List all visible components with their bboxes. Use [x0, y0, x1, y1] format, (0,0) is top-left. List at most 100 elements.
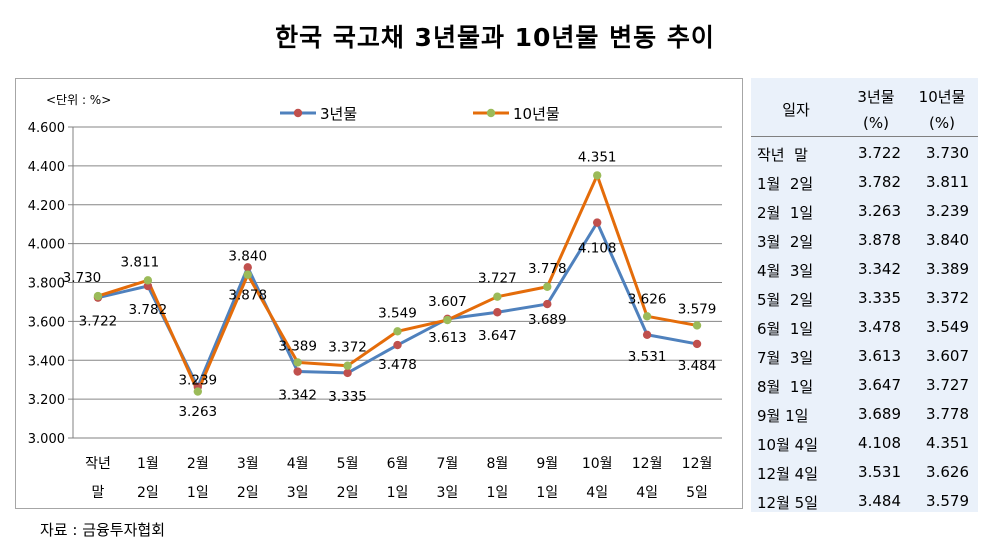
data-label-10y: 3.778: [528, 261, 567, 277]
data-point-3y: [543, 299, 552, 309]
series-markers: [93, 171, 702, 396]
row-3y-value: 3.878: [858, 231, 901, 249]
row-3y-value: 3.722: [858, 144, 901, 162]
x-tick-label: 2일: [237, 485, 259, 501]
y-tick-label: 4.600: [28, 121, 65, 136]
x-tick-label: 작년: [85, 456, 111, 472]
row-date: 10월 4일: [757, 436, 818, 454]
data-point-10y: [293, 358, 302, 367]
table-row: 9월 1일 3.689 3.778: [751, 400, 978, 429]
x-tick-label: 3월: [237, 456, 259, 472]
header-date: 일자: [782, 101, 810, 119]
row-date: 5월 2일: [757, 291, 814, 309]
y-axis-ticks: 3.000 3.200 3.400 3.600 3.800 4.000 4.200 4.400…: [28, 121, 65, 447]
data-point-10y: [343, 361, 352, 370]
row-date: 3월 2일: [757, 233, 814, 251]
legend-swatch-marker: [486, 108, 496, 118]
x-tick-label: 2일: [337, 485, 359, 501]
x-tick-label: 4일: [586, 485, 608, 501]
row-10y-value: 3.389: [926, 260, 969, 278]
row-date: 6월 1일: [757, 320, 814, 338]
row-date: 작년 말: [757, 146, 808, 164]
data-point-3y: [343, 368, 352, 378]
row-10y-value: 3.727: [926, 376, 969, 394]
data-point-3y: [243, 263, 252, 272]
x-tick-label: 12월: [682, 456, 713, 472]
row-3y-value: 3.263: [858, 202, 901, 220]
row-10y-value: 3.372: [926, 289, 969, 307]
row-3y-value: 4.108: [858, 434, 901, 452]
header-divider: [751, 136, 978, 137]
data-label-10y: 3.239: [178, 373, 217, 389]
table-row: 8월 1일 3.647 3.727: [751, 371, 978, 400]
data-label-3y: 3.342: [278, 388, 317, 404]
x-tick-label: 3일: [287, 485, 309, 501]
x-tick-label: 1일: [187, 485, 209, 501]
row-3y-value: 3.613: [858, 347, 901, 365]
row-3y-value: 3.478: [858, 318, 901, 336]
line-chart: <단위 : %> 3.000 3.200 3.400 3.600 3.800 4.000 4…: [28, 93, 722, 501]
row-3y-value: 3.782: [858, 173, 901, 191]
x-tick-label: 1일: [486, 485, 508, 501]
x-tick-label: 5월: [337, 456, 359, 472]
y-tick-label: 4.000: [28, 238, 65, 253]
data-label-10y: 3.372: [328, 340, 367, 356]
x-axis-ticks: 작년말 1월 2일 2월 1일 3월 2일 4월 3일 5월 2일 6월 1일 7월 3일 8월 1일 9월 1일 1…: [85, 456, 712, 501]
legend-swatch-marker: [293, 108, 303, 118]
x-tick-label: 2월: [187, 456, 209, 472]
data-label-3y: 3.613: [428, 330, 467, 346]
x-tick-label: 1일: [387, 485, 409, 501]
table-row: 4월 3일 3.342 3.389: [751, 255, 978, 284]
x-tick-label: 1일: [536, 485, 558, 501]
x-tick-label: 6월: [387, 456, 409, 472]
data-point-10y: [543, 282, 552, 291]
y-tick-label: 3.800: [28, 277, 65, 292]
table-row: 6월 1일 3.478 3.549: [751, 313, 978, 342]
x-tick-label: 9월: [536, 456, 558, 472]
header-3y-unit: (%): [863, 114, 889, 132]
row-3y-value: 3.647: [858, 376, 901, 394]
data-point-10y: [443, 315, 452, 325]
x-tick-label: 3일: [437, 485, 459, 501]
data-point-10y: [243, 270, 252, 279]
header-10y-unit: (%): [929, 114, 955, 132]
y-tick-label: 3.200: [28, 393, 65, 408]
table-row: 작년 말 3.722 3.730: [751, 139, 978, 168]
data-label-3y: 3.263: [178, 404, 217, 420]
data-label-10y: 3.840: [228, 249, 267, 265]
table-row: 12월 4일 3.531 3.626: [751, 458, 978, 487]
page-title: 한국 국고채 3년물과 10년물 변동 추이: [275, 23, 715, 52]
gridlines: [68, 126, 722, 439]
data-label-10y: 3.730: [63, 270, 102, 286]
legend-label: 10년물: [513, 105, 560, 123]
data-label-3y: 3.722: [79, 314, 118, 330]
row-10y-value: 4.351: [926, 434, 969, 452]
row-date: 12월 5일: [757, 494, 818, 512]
data-label-3y: 3.531: [628, 349, 667, 365]
row-date: 2월 1일: [757, 204, 814, 222]
data-label-3y: 3.647: [478, 328, 517, 344]
x-tick-label: 4일: [636, 485, 658, 501]
data-label-10y: 3.389: [278, 338, 317, 354]
source-note: 자료 : 금융투자협회: [40, 521, 165, 539]
row-3y-value: 3.531: [858, 463, 901, 481]
row-10y-value: 3.549: [926, 318, 969, 336]
table-row: 12월 5일 3.484 3.579: [751, 487, 978, 516]
unit-label: <단위 : %>: [46, 93, 111, 107]
header-3y: 3년물: [857, 88, 895, 106]
x-tick-label: 4월: [287, 456, 309, 472]
table-header: 일자 3년물 (%) 10년물 (%): [751, 78, 978, 136]
row-3y-value: 3.689: [858, 405, 901, 423]
x-tick-label: 2일: [137, 485, 159, 501]
data-label-10y: 3.727: [478, 271, 517, 287]
data-point-3y: [393, 340, 402, 350]
data-point-10y: [93, 291, 103, 301]
row-date: 12월 4일: [757, 465, 818, 483]
table-row: 2월 1일 3.263 3.239: [751, 197, 978, 226]
data-point-10y: [642, 312, 652, 321]
legend-label: 3년물: [320, 105, 357, 123]
row-date: 1월 2일: [757, 175, 814, 193]
data-label-10y: 3.579: [678, 301, 717, 317]
x-tick-label: 1월: [137, 456, 159, 472]
y-tick-label: 4.200: [28, 199, 65, 214]
